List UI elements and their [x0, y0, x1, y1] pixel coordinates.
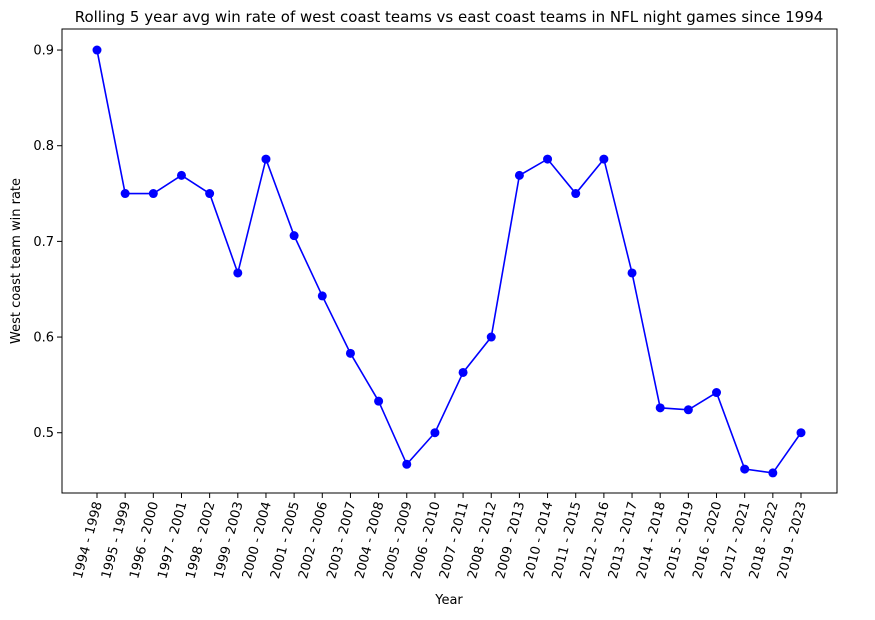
- data-point: [768, 468, 778, 478]
- y-tick-label: 0.9: [33, 44, 54, 59]
- data-point: [176, 170, 186, 180]
- data-point: [796, 428, 806, 438]
- data-point: [514, 170, 524, 180]
- data-point: [543, 154, 553, 164]
- data-point: [402, 459, 412, 469]
- y-axis: 0.5 0.6 0.7 0.8 0.9: [33, 44, 62, 441]
- data-point: [205, 189, 215, 199]
- y-tick-label: 0.8: [33, 139, 54, 154]
- chart-title: Rolling 5 year avg win rate of west coas…: [75, 8, 824, 26]
- y-tick-label: 0.7: [33, 235, 54, 250]
- data-point: [486, 332, 496, 342]
- data-point: [148, 189, 158, 199]
- data-point: [740, 464, 750, 474]
- y-tick-label: 0.5: [33, 426, 54, 441]
- plot-area: [61, 28, 838, 494]
- data-point: [120, 189, 130, 199]
- data-point: [655, 403, 665, 413]
- data-point: [345, 348, 355, 358]
- data-point: [627, 268, 637, 278]
- y-tick-label: 0.6: [33, 331, 54, 346]
- data-point: [712, 388, 722, 398]
- data-point: [289, 231, 299, 241]
- data-point: [599, 154, 609, 164]
- data-point: [374, 396, 384, 406]
- x-tick-label: 2019 - 2023: [775, 500, 810, 580]
- data-point: [458, 367, 468, 377]
- data-point: [233, 268, 243, 278]
- data-point: [261, 154, 271, 164]
- data-point: [571, 189, 581, 199]
- y-axis-label: West coast team win rate: [9, 178, 24, 344]
- x-axis-label: Year: [434, 593, 463, 608]
- series-line: [96, 49, 802, 474]
- data-point: [317, 291, 327, 301]
- data-point: [92, 45, 102, 55]
- data-point: [430, 428, 440, 438]
- data-points: [92, 45, 806, 478]
- data-point: [683, 405, 693, 415]
